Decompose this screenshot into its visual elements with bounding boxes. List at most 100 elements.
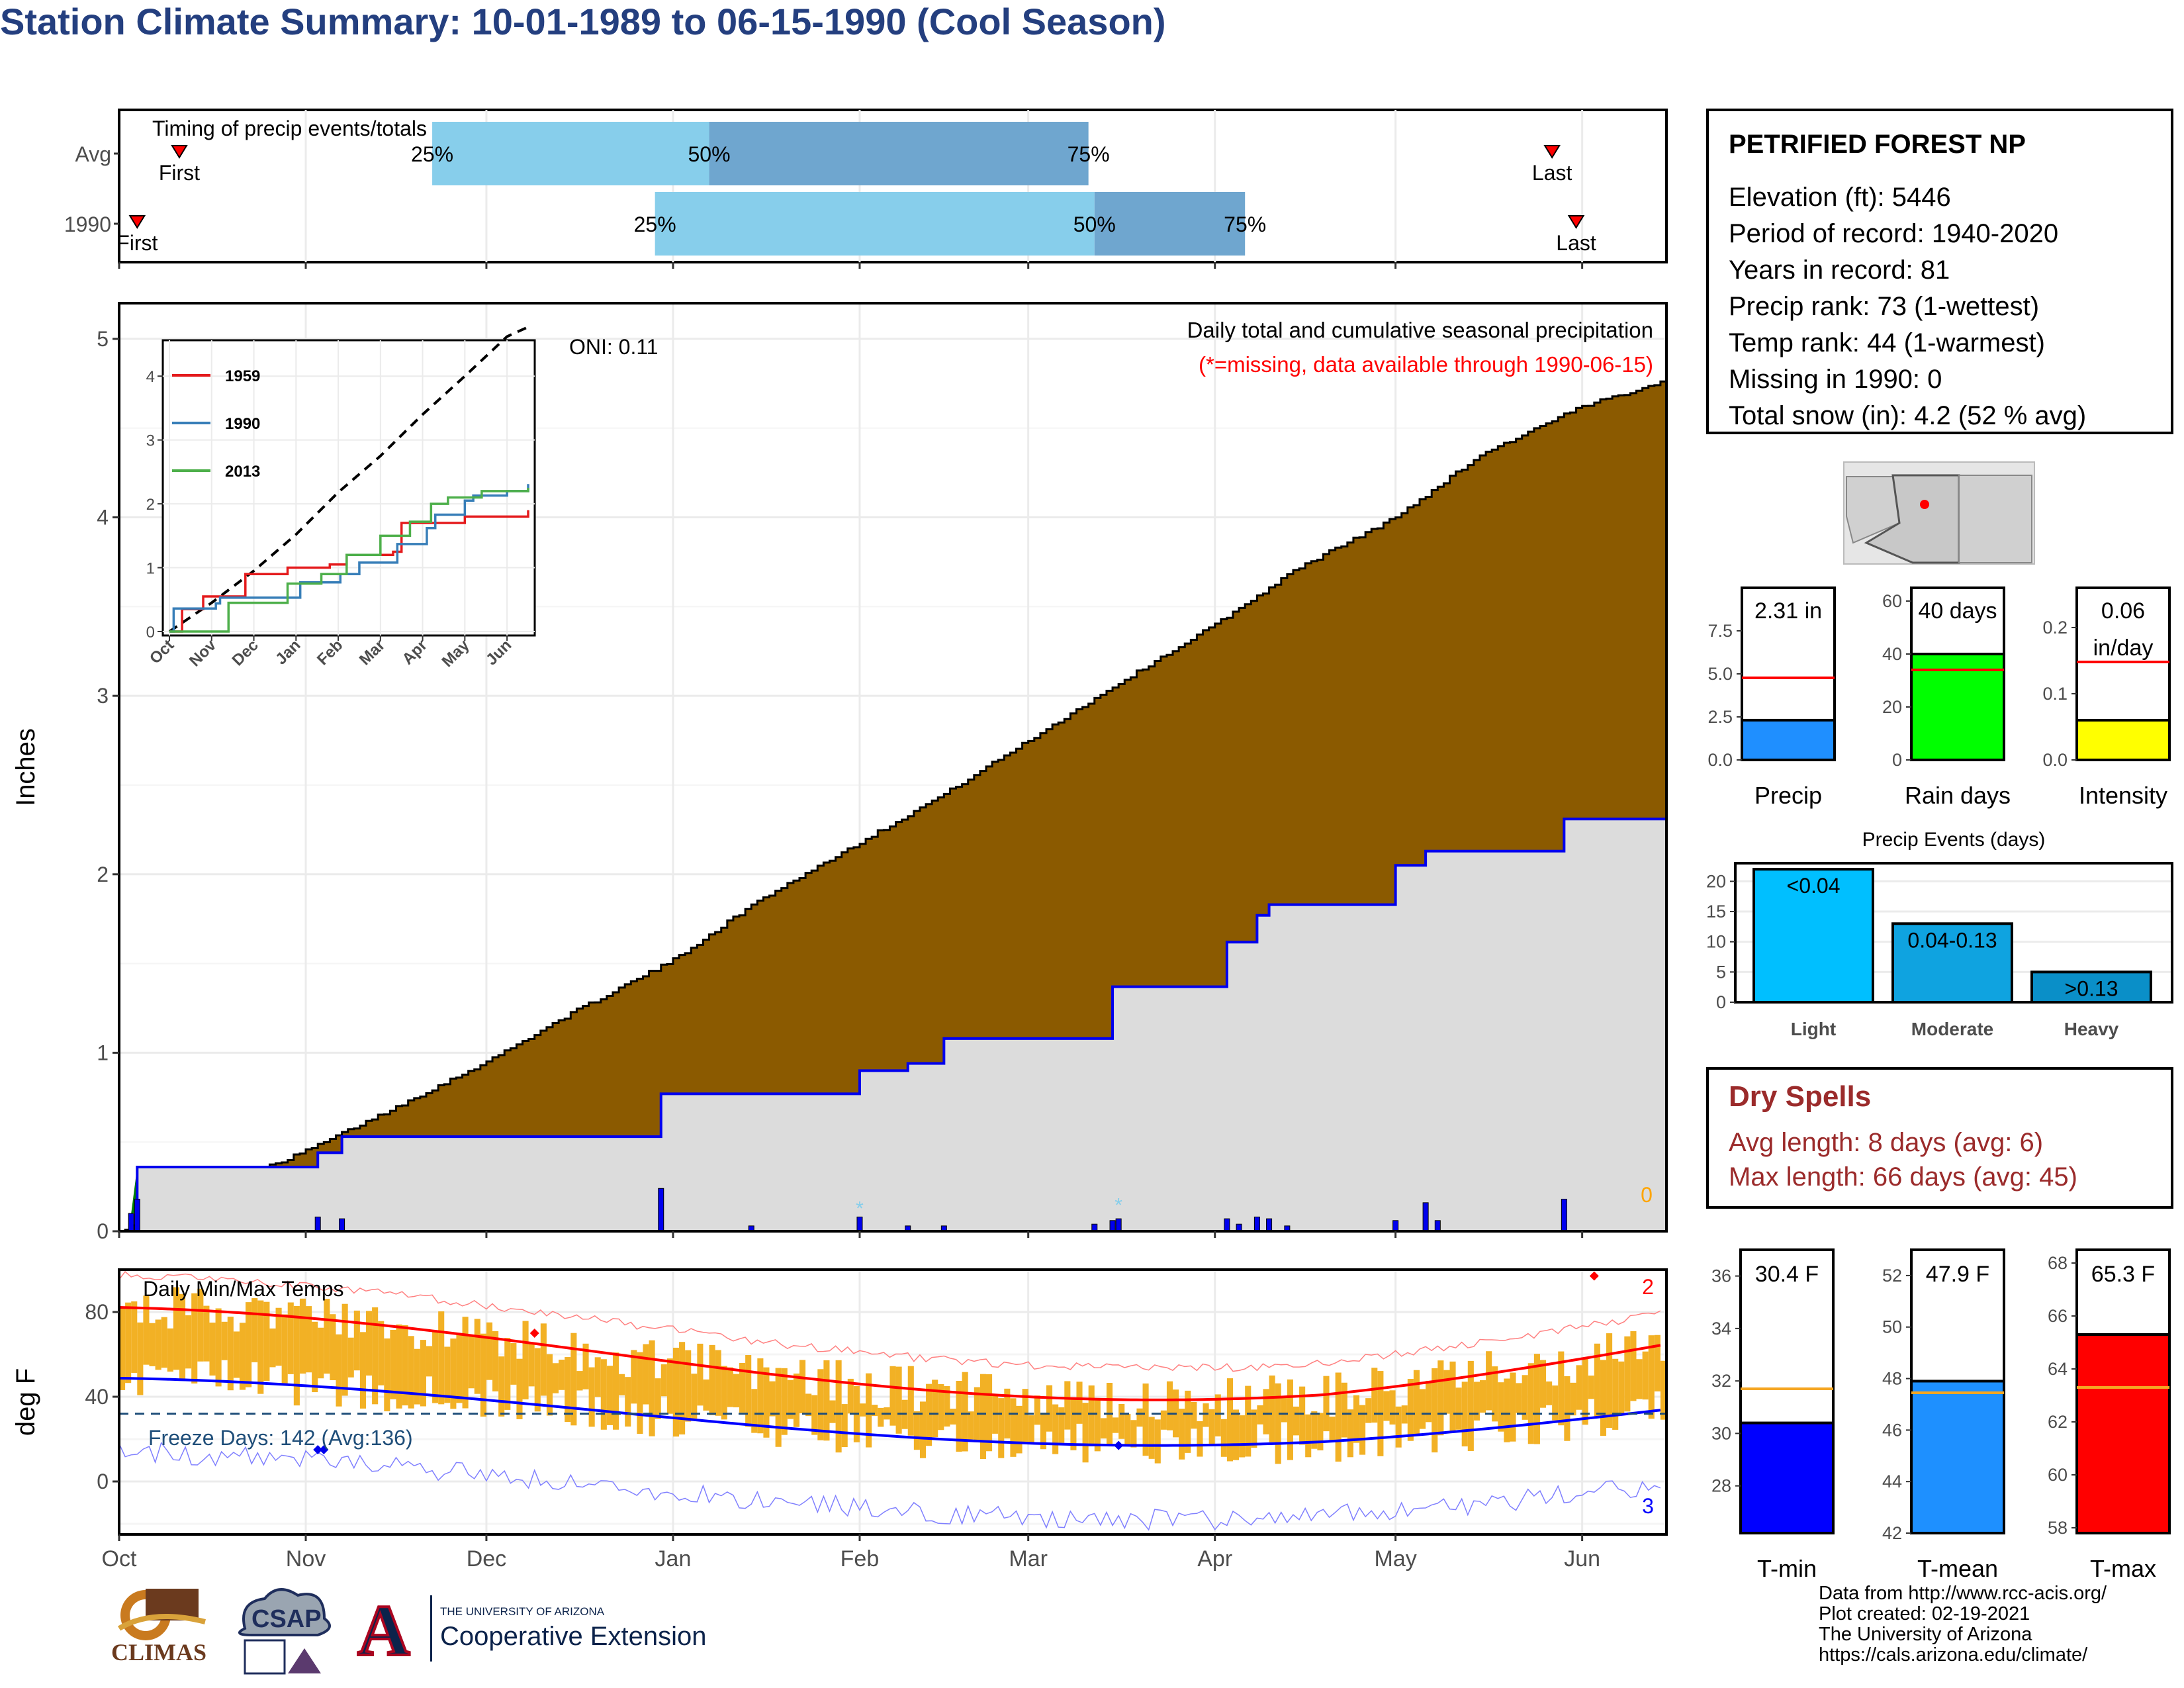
temps-daily-bar: [715, 1350, 721, 1416]
inset-series-line-1959: [169, 510, 529, 633]
temps-x-tick-label: Jun: [1564, 1546, 1600, 1571]
temps-daily-bar: [450, 1338, 457, 1409]
credit-data-source: Data from http://www.rcc-acis.org/: [1819, 1583, 2107, 1604]
temps-daily-bar: [1660, 1360, 1666, 1420]
temps-daily-bar: [1341, 1382, 1347, 1438]
temps-daily-bar: [1522, 1375, 1528, 1420]
temps-daily-bar: [1395, 1406, 1402, 1448]
inset-y-tick-label: 4: [146, 368, 155, 386]
temps-daily-bar: [733, 1374, 740, 1407]
precip-daily-bar: [1392, 1220, 1399, 1232]
dry-spells-max: Max length: 66 days (avg: 45): [1729, 1162, 2077, 1192]
temps-daily-bar: [1076, 1382, 1083, 1424]
raindays_small-x-label: Rain days: [1905, 782, 2011, 809]
temps-daily-bar: [540, 1323, 547, 1396]
temps-daily-bar: [594, 1357, 601, 1397]
locator-map: [1843, 461, 2035, 565]
temps-daily-bar: [1546, 1381, 1553, 1405]
temps-daily-bar: [679, 1342, 686, 1434]
temps-daily-bar: [1064, 1381, 1071, 1430]
temps-daily-bar: [1154, 1419, 1161, 1464]
temps-daily-bar: [637, 1352, 643, 1434]
temps-daily-bar: [1420, 1389, 1426, 1429]
station-snow: Total snow (in): 4.2 (52 % avg): [1729, 401, 2087, 430]
temps-daily-bar: [1576, 1365, 1582, 1410]
temps-daily-bar: [119, 1307, 126, 1390]
intensity_small-x-label: Intensity: [2079, 782, 2167, 809]
temps-daily-bar: [468, 1335, 475, 1389]
temps-daily-bar: [1269, 1375, 1275, 1442]
tmax_small-y-tick-label: 58: [2048, 1518, 2068, 1538]
temps-daily-bar: [1432, 1368, 1438, 1453]
raindays_small-bar: [1910, 653, 2005, 761]
temps-daily-bar: [1383, 1391, 1390, 1421]
temps-daily-bar: [1136, 1408, 1143, 1427]
precip-y-tick-label: 2: [97, 863, 109, 886]
intensity_small-y-tick-label: 0.1: [2042, 684, 2068, 704]
temps-daily-bar: [480, 1333, 486, 1417]
temps-daily-bar: [546, 1354, 553, 1416]
temps-daily-bar: [402, 1325, 408, 1406]
temps-daily-bar: [215, 1308, 222, 1387]
precip-avg-cumulative-line: [119, 379, 1668, 1233]
temps-daily-bar: [1305, 1414, 1312, 1458]
page-title: Station Climate Summary: 10-01-1989 to 0…: [0, 1, 1166, 42]
temps-daily-bar: [486, 1322, 493, 1380]
temps-daily-bar: [938, 1383, 944, 1430]
temps-daily-bar: [269, 1328, 276, 1368]
temps-daily-bar: [962, 1372, 968, 1452]
temps-daily-bar: [1618, 1361, 1625, 1415]
temps-daily-bar: [666, 1358, 673, 1414]
temps-daily-bar: [179, 1293, 186, 1380]
timing-title: Timing of precip events/totals: [152, 117, 427, 140]
temps-daily-bar: [1636, 1359, 1643, 1399]
temps-daily-bar: [1191, 1401, 1197, 1429]
temps-daily-bar: [246, 1302, 252, 1387]
temps-daily-bar: [606, 1366, 613, 1425]
temps-daily-bar: [1413, 1370, 1420, 1434]
temps-daily-bar: [1455, 1387, 1462, 1430]
temps-daily-bar: [672, 1347, 680, 1437]
temps-record-high-line: [118, 1270, 1661, 1372]
temps-x-tick-label: Jan: [655, 1546, 692, 1571]
temps-daily-bar: [1407, 1379, 1414, 1441]
precip-y-tick-label: 0: [97, 1219, 109, 1243]
temps-daily-bar: [203, 1305, 210, 1362]
inset-legend-label: 1990: [225, 415, 260, 433]
temps-daily-bar: [312, 1321, 318, 1393]
temps-daily-bar: [324, 1299, 330, 1374]
temps-daily-bar: [1582, 1358, 1588, 1425]
events-bar-label: 0.04-0.13: [1907, 928, 1997, 952]
temps-daily-bar: [775, 1368, 782, 1447]
temps-record-low-line: [118, 1441, 1661, 1531]
temps-daily-bar: [619, 1374, 625, 1395]
temps-x-tick-label: Nov: [286, 1546, 326, 1571]
precip-daily-bar: [1561, 1198, 1567, 1232]
timing-quantile-label: 50%: [1073, 212, 1116, 236]
temps-daily-bar: [1648, 1335, 1655, 1419]
tmax_small-x-label: T-max: [2090, 1555, 2156, 1582]
precip-y-tick-label: 3: [97, 684, 109, 708]
temps-daily-bar: [823, 1360, 830, 1441]
temps-daily-bar: [1389, 1390, 1396, 1425]
temps-daily-bar: [498, 1356, 505, 1417]
temps-daily-bar: [149, 1323, 156, 1366]
tmean_small-x-label: T-mean: [1917, 1555, 1998, 1582]
tmin_small-y-tick-label: 34: [1711, 1319, 1731, 1338]
temps-daily-bar: [1148, 1417, 1155, 1459]
tmin_small-x-label: T-min: [1757, 1555, 1817, 1582]
temps-daily-bar: [1022, 1389, 1028, 1444]
temps-daily-bar: [570, 1333, 577, 1426]
temps-daily-bar: [793, 1373, 799, 1427]
dry-spells-box: Dry Spells Avg length: 8 days (avg: 6) M…: [1706, 1067, 2173, 1209]
temps-daily-bar: [643, 1344, 649, 1405]
temps-daily-bar: [1094, 1397, 1101, 1452]
tmax_small-y-tick-label: 68: [2048, 1253, 2068, 1273]
temps-daily-bar: [576, 1371, 583, 1391]
temps-daily-bar: [161, 1317, 167, 1368]
inset-oni-label: ONI: 0.11: [569, 335, 659, 359]
temps-y-tick-label: 40: [85, 1385, 109, 1409]
station-precip-rank: Precip rank: 73 (1-wettest): [1729, 292, 2040, 321]
precip-y-tick-label: 5: [97, 327, 109, 351]
precip-daily-bar: [1109, 1220, 1116, 1232]
